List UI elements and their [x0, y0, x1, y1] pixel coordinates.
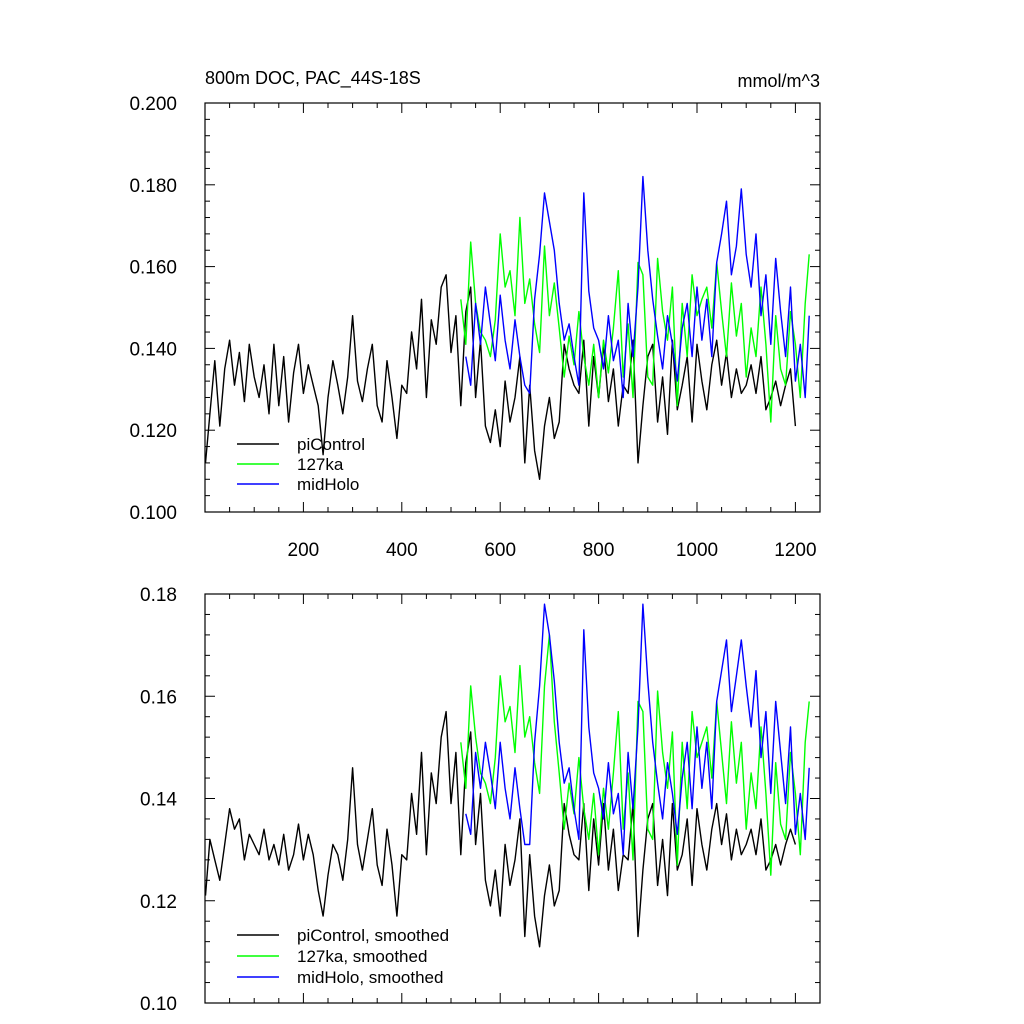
legend-label: 127ka, smoothed — [297, 947, 427, 966]
legend-label: piControl, smoothed — [297, 926, 449, 945]
x-tick-label: 400 — [386, 540, 418, 561]
y-tick-label: 0.16 — [140, 687, 177, 708]
plot-frame — [204, 102, 821, 513]
y-tick-label: 0.140 — [129, 339, 177, 360]
legend-label: midHolo, smoothed — [297, 968, 443, 987]
x-tick-label: 200 — [288, 540, 320, 561]
series-line-0 — [204, 710, 797, 948]
y-tick-label: 0.180 — [129, 176, 177, 197]
chart-title: 800m DOC, PAC_44S-18S — [205, 68, 421, 89]
series-line-0 — [204, 274, 797, 480]
x-tick-label: 800 — [583, 540, 615, 561]
legend-label: piControl — [297, 435, 365, 454]
legend-label: 127ka — [297, 455, 344, 474]
y-tick-label: 0.120 — [129, 421, 177, 442]
x-tick-label: 1200 — [774, 540, 816, 561]
y-tick-label: 0.10 — [140, 994, 177, 1015]
y-tick-label: 0.12 — [140, 892, 177, 913]
y-tick-label: 0.160 — [129, 258, 177, 279]
series-line-2 — [465, 175, 810, 399]
top-panel: 0.100 0.120 0.140 0.160 0.180 0.200 200 400 600 8… — [129, 94, 821, 561]
bottom-panel: 0.10 0.12 0.14 0.16 0.18 piControl, smoothed 1… — [140, 585, 821, 1015]
y-tick-label: 0.200 — [129, 94, 177, 115]
x-tick-label: 1000 — [676, 540, 718, 561]
series-line-1 — [460, 634, 810, 876]
series-line-2 — [465, 603, 810, 856]
y-tick-label: 0.18 — [140, 585, 177, 606]
legend-label: midHolo — [297, 475, 359, 494]
y-tick-label: 0.14 — [140, 790, 177, 811]
y-tick-label: 0.100 — [129, 503, 177, 524]
x-tick-label: 600 — [484, 540, 516, 561]
units-label: mmol/m^3 — [738, 71, 820, 91]
